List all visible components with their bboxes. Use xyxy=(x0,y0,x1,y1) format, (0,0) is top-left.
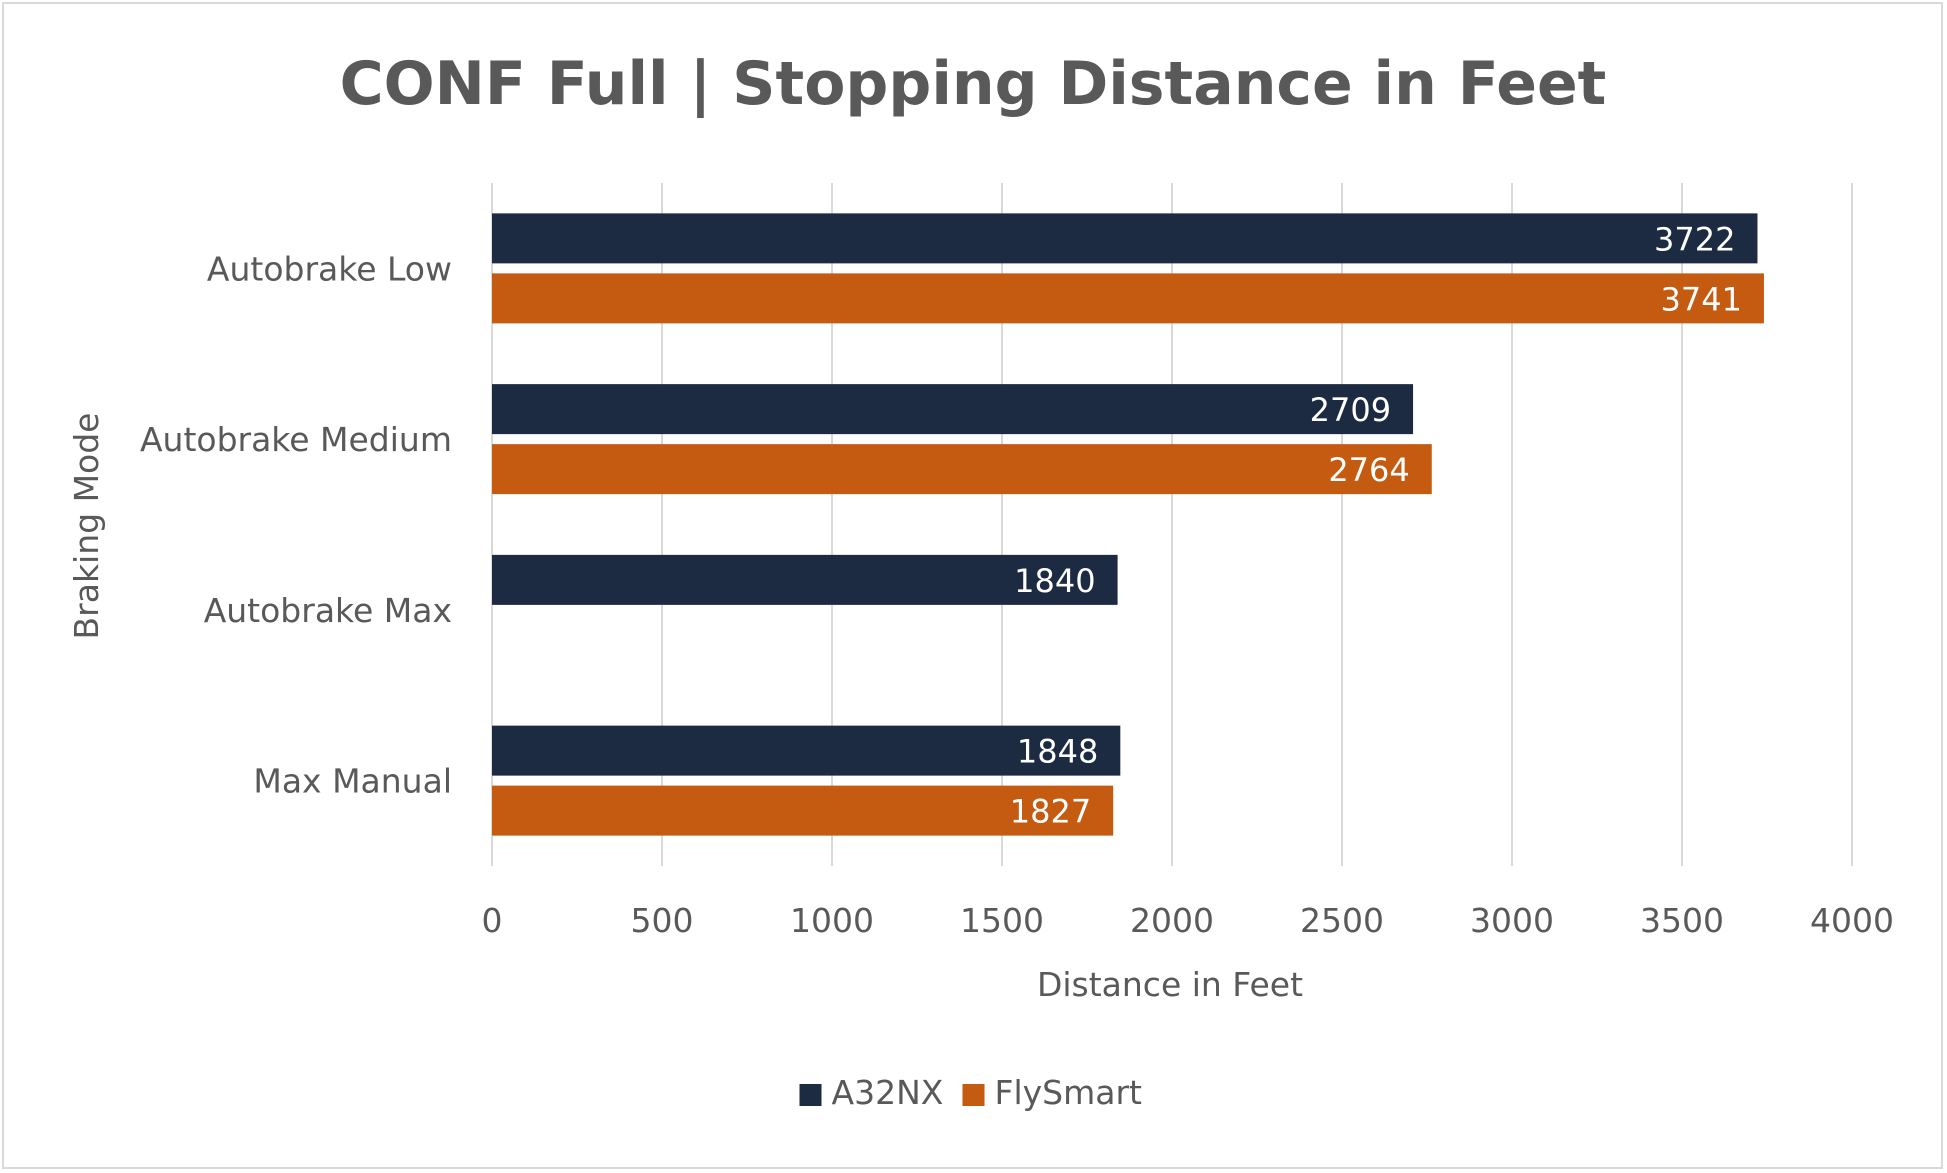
data-label-flysmart-autobrake-low: 3741 xyxy=(1661,280,1742,318)
x-tick-label-1500: 1500 xyxy=(960,901,1044,940)
category-label-autobrake-low: Autobrake Low xyxy=(207,249,452,288)
bar-a32nx-autobrake-low xyxy=(492,213,1758,264)
x-tick-label-2500: 2500 xyxy=(1300,901,1384,940)
category-label-autobrake-max: Autobrake Max xyxy=(204,591,452,630)
x-tick-label-1000: 1000 xyxy=(790,901,874,940)
x-tick-label-3500: 3500 xyxy=(1640,901,1724,940)
chart-title: CONF Full | Stopping Distance in Feet xyxy=(340,49,1607,119)
x-tick-labels: 0 500 1000 1500 2000 2500 3000 3500 4000 xyxy=(482,901,1894,940)
bars xyxy=(492,213,1764,836)
legend-label-a32nx: A32NX xyxy=(832,1073,944,1112)
data-label-flysmart-autobrake-medium: 2764 xyxy=(1328,451,1409,489)
legend-swatch-a32nx xyxy=(799,1084,822,1106)
category-labels: Autobrake Low Autobrake Medium Autobrake M… xyxy=(140,249,452,800)
x-tick-label-3000: 3000 xyxy=(1470,901,1554,940)
bar-flysmart-max-manual xyxy=(492,785,1114,836)
data-label-a32nx-autobrake-medium: 2709 xyxy=(1310,391,1391,429)
legend-label-flysmart: FlySmart xyxy=(995,1073,1143,1112)
y-axis-title: Braking Mode xyxy=(67,413,106,640)
data-label-a32nx-autobrake-max: 1840 xyxy=(1014,562,1095,600)
x-tick-label-2000: 2000 xyxy=(1130,901,1214,940)
x-tick-label-0: 0 xyxy=(482,901,503,940)
legend-swatch-flysmart xyxy=(962,1084,985,1106)
bar-a32nx-autobrake-max xyxy=(492,554,1118,605)
x-tick-label-500: 500 xyxy=(631,901,694,940)
data-label-a32nx-max-manual: 1848 xyxy=(1017,733,1098,771)
data-label-a32nx-autobrake-low: 3722 xyxy=(1654,220,1735,258)
legend: A32NX FlySmart xyxy=(799,1073,1143,1112)
bar-a32nx-autobrake-medium xyxy=(492,384,1414,435)
x-tick-label-4000: 4000 xyxy=(1810,901,1894,940)
bar-flysmart-autobrake-medium xyxy=(492,444,1432,495)
bar-a32nx-max-manual xyxy=(492,725,1121,776)
data-labels: 3722 3741 2709 2764 1840 1848 1827 xyxy=(1010,220,1742,830)
category-label-max-manual: Max Manual xyxy=(253,762,452,801)
data-label-flysmart-max-manual: 1827 xyxy=(1010,793,1091,831)
bar-flysmart-autobrake-low xyxy=(492,273,1764,324)
category-label-autobrake-medium: Autobrake Medium xyxy=(140,420,452,459)
x-axis-title: Distance in Feet xyxy=(1037,965,1303,1004)
